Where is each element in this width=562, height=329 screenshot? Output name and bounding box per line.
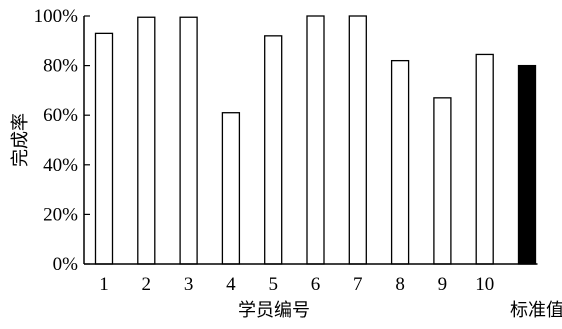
- y-axis: 0% 20% 40% 60% 80% 100%: [34, 6, 90, 275]
- bar-7: [348, 15, 367, 265]
- bars: [94, 15, 537, 265]
- bar-6: [306, 15, 325, 265]
- bar-3: [179, 16, 198, 265]
- x-tick-label: 9: [438, 274, 448, 295]
- bar-2: [137, 16, 156, 265]
- bar-1: [94, 32, 114, 265]
- x-tick-label: 3: [184, 274, 194, 295]
- bar-9: [433, 97, 452, 265]
- x-tick-label: 1: [99, 274, 109, 295]
- y-axis-label: 完成率: [10, 113, 31, 167]
- y-tick-label: 80%: [43, 56, 78, 77]
- bar-8: [390, 59, 410, 265]
- x-tick-label: 5: [268, 274, 278, 295]
- bar-5: [264, 35, 283, 265]
- y-tick-label: 20%: [43, 204, 78, 225]
- x-tick-label: 8: [395, 274, 405, 295]
- x-tick-label: 标准值: [510, 300, 562, 321]
- y-tick-label: 40%: [43, 155, 78, 176]
- x-tick-label: 2: [142, 274, 152, 295]
- x-axis-label: 学员编号: [238, 300, 310, 321]
- bar-11: [517, 64, 537, 265]
- y-tick-label: 100%: [34, 6, 79, 27]
- bar-4: [221, 112, 241, 265]
- y-tick-label: 60%: [43, 105, 78, 126]
- bar-10: [475, 53, 494, 265]
- x-tick-label: 6: [311, 274, 321, 295]
- x-tick-label: 10: [475, 274, 494, 295]
- x-axis-ticks: 1 2 3 4 5 6 7 8 9 10 标准值: [99, 274, 562, 321]
- x-tick-label: 4: [226, 274, 236, 295]
- y-tick-label: 0%: [53, 254, 79, 275]
- x-tick-label: 7: [353, 274, 363, 295]
